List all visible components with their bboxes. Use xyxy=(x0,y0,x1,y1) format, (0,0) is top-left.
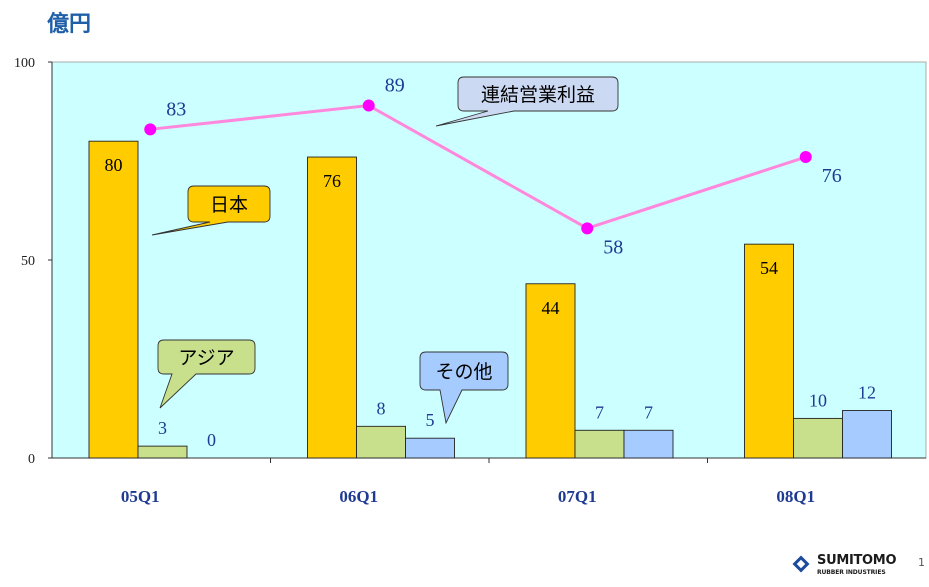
diamond-logo-icon xyxy=(792,555,810,573)
x-tick-label: 05Q1 xyxy=(121,487,160,506)
line-data-label: 83 xyxy=(166,98,186,120)
bar xyxy=(525,283,576,459)
line-data-label: 58 xyxy=(603,236,623,258)
line-marker xyxy=(799,151,812,164)
legend-callout-other-shape xyxy=(419,351,509,425)
legend-callout-japan: 日本 xyxy=(151,185,271,236)
x-tick-label: 07Q1 xyxy=(558,487,597,506)
y-tick-label: 100 xyxy=(14,56,35,71)
bar xyxy=(356,425,406,459)
line-data-label: 76 xyxy=(822,165,842,187)
bar-data-label: 5 xyxy=(426,410,435,430)
bar xyxy=(574,429,625,459)
line-marker xyxy=(581,222,594,235)
legend-callout-other-label: その他 xyxy=(435,361,492,383)
bar-data-label: 76 xyxy=(323,171,341,191)
bar-data-label: 7 xyxy=(595,402,604,422)
line-marker xyxy=(144,123,157,136)
unit-title: 億円 xyxy=(47,12,92,37)
bar-data-label: 80 xyxy=(105,155,123,175)
logo-name: SUMITOMO xyxy=(817,553,897,568)
legend-callout-japan-shape xyxy=(151,185,271,236)
line-data-label: 89 xyxy=(385,75,405,97)
legend-callout-asia-label: アジア xyxy=(178,347,234,369)
x-tick-label: 06Q1 xyxy=(339,487,378,506)
y-tick-label: 50 xyxy=(21,254,35,269)
bar xyxy=(793,417,843,459)
bar xyxy=(307,156,357,459)
legend-callout-asia-shape xyxy=(157,339,256,409)
bar-data-label: 7 xyxy=(644,402,653,422)
bar xyxy=(137,445,188,459)
bar xyxy=(842,410,892,459)
bar xyxy=(88,140,139,459)
bar-data-label: 10 xyxy=(809,390,827,410)
y-tick-label: 0 xyxy=(28,452,35,467)
bar xyxy=(744,243,794,459)
legend-callout-operating-profit: 連結営業利益 xyxy=(435,76,619,127)
bar-data-label: 12 xyxy=(858,382,876,402)
logo-subtitle: RUBBER INDUSTRIES xyxy=(817,569,886,576)
bar-data-label: 44 xyxy=(542,298,560,318)
line-marker xyxy=(362,99,375,112)
legend-callout-other: その他 xyxy=(419,351,509,425)
legend-callout-japan-label: 日本 xyxy=(210,194,248,216)
line-operating-profit xyxy=(150,104,807,230)
page-number: 1 xyxy=(918,556,925,569)
bar-data-label: 8 xyxy=(377,398,386,418)
x-tick-label: 08Q1 xyxy=(776,487,815,506)
bar-data-label: 54 xyxy=(760,258,778,278)
company-logo: SUMITOMO RUBBER INDUSTRIES xyxy=(792,553,923,581)
bar xyxy=(623,429,674,459)
plot-area xyxy=(51,61,927,459)
legend-callout-asia: アジア xyxy=(157,339,256,409)
legend-callout-operating-profit-shape xyxy=(435,76,619,127)
bar-data-label: 0 xyxy=(207,430,216,450)
bar xyxy=(405,437,455,459)
bar-data-label: 3 xyxy=(158,418,167,438)
legend-callout-operating-profit-label: 連結営業利益 xyxy=(481,84,595,106)
